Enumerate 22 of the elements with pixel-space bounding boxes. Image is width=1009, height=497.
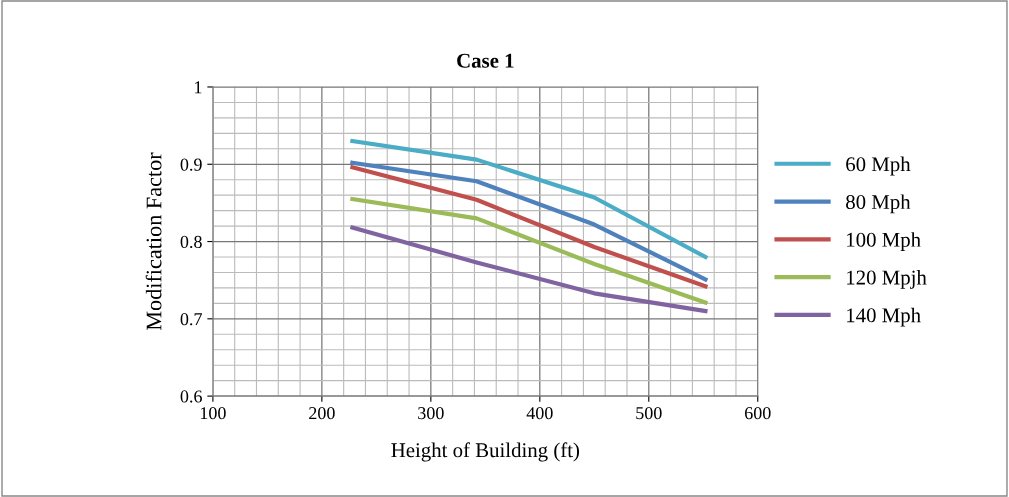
legend-label: 80 Mph (846, 194, 911, 214)
x-tick-label: 300 (418, 407, 444, 420)
y-tick-label: 0.8 (180, 235, 202, 249)
y-tick-label: 1 (195, 81, 202, 94)
line-series (350, 196, 708, 305)
line-series (350, 225, 708, 314)
x-tick-label: 600 (744, 407, 771, 420)
line-series (350, 138, 708, 260)
x-axis-title: Height of Building (ft) (391, 442, 580, 462)
y-tick-label: 0.7 (180, 313, 202, 326)
x-tick-label: 400 (526, 407, 553, 420)
x-tick-label: 200 (309, 407, 335, 420)
x-tick-label: 100 (200, 407, 226, 420)
legend-label: 140 Mph (847, 307, 921, 327)
legend-label: 60 Mph (846, 156, 911, 176)
y-tick-label: 0.9 (180, 158, 202, 171)
legend-label: 100 Mph (847, 232, 921, 252)
chart-title: Case 1 (457, 53, 514, 68)
y-axis-title: Modification Factor (145, 152, 162, 331)
legend-label: 120 Mpjh (847, 269, 927, 289)
x-tick-label: 500 (636, 407, 662, 420)
y-tick-label: 0.6 (180, 390, 202, 403)
